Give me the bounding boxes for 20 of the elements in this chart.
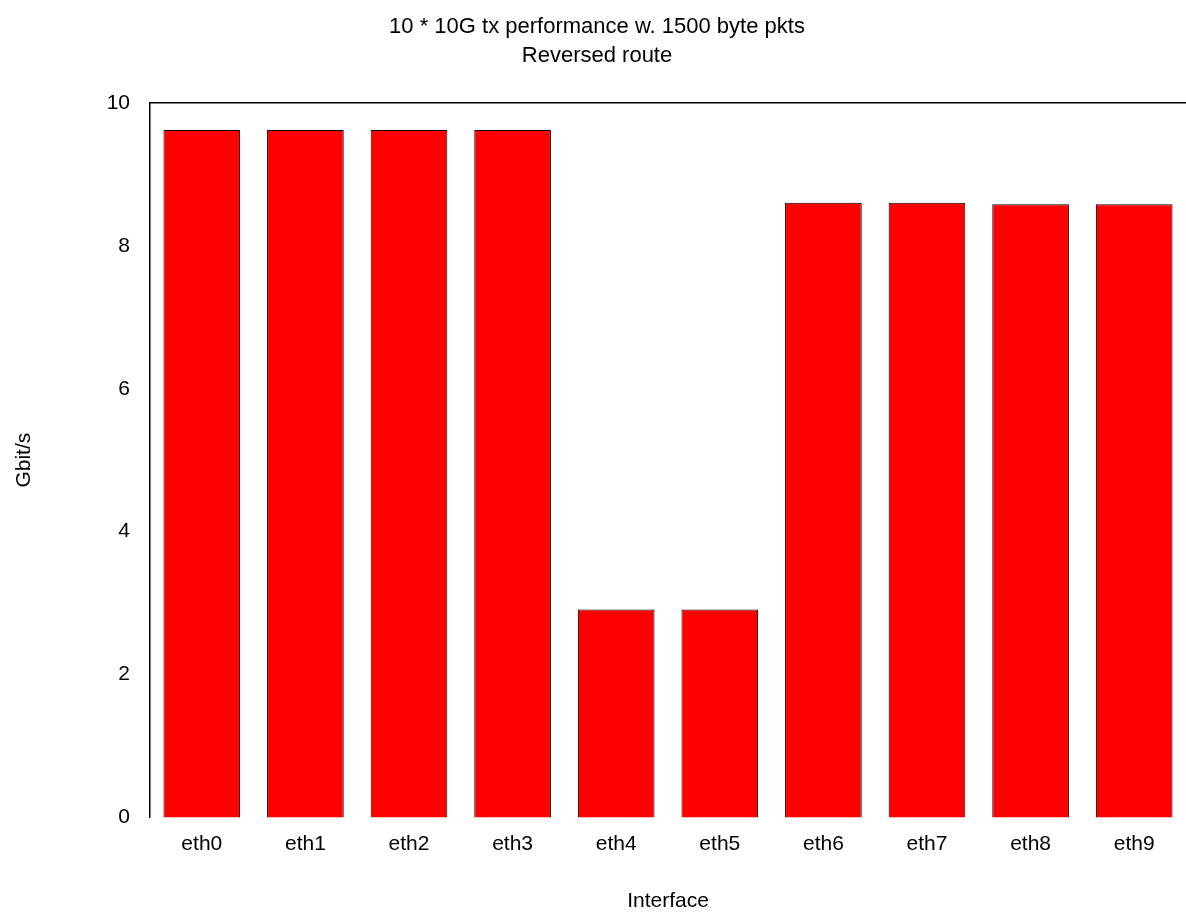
x-tick-label: eth2 — [388, 831, 430, 854]
y-tick-label: 2 — [118, 661, 130, 685]
x-tick-label: eth3 — [492, 831, 534, 854]
chart-subtitle: Reversed route — [521, 41, 673, 67]
x-tick-label: eth5 — [699, 831, 741, 854]
y-tick-label: 6 — [118, 375, 130, 399]
x-tick-label: eth8 — [1010, 831, 1052, 854]
y-tick-label: 10 — [106, 89, 130, 113]
y-tick-label: 8 — [118, 232, 130, 256]
x-tick-label: eth6 — [802, 831, 844, 854]
chart-title: 10 * 10G tx performance w. 1500 byte pkts — [389, 13, 805, 39]
x-tick-label: eth7 — [906, 831, 948, 854]
y-tick-label: 4 — [118, 518, 131, 542]
x-axis-title: Interface — [627, 888, 709, 912]
x-tick-label: eth4 — [595, 831, 637, 854]
x-tick-label: eth0 — [181, 831, 223, 854]
x-tick-label: eth1 — [284, 831, 326, 854]
y-axis-title: Gbit/s — [11, 432, 35, 488]
y-tick-label: 0 — [118, 804, 130, 828]
x-tick-label: eth9 — [1113, 831, 1155, 854]
